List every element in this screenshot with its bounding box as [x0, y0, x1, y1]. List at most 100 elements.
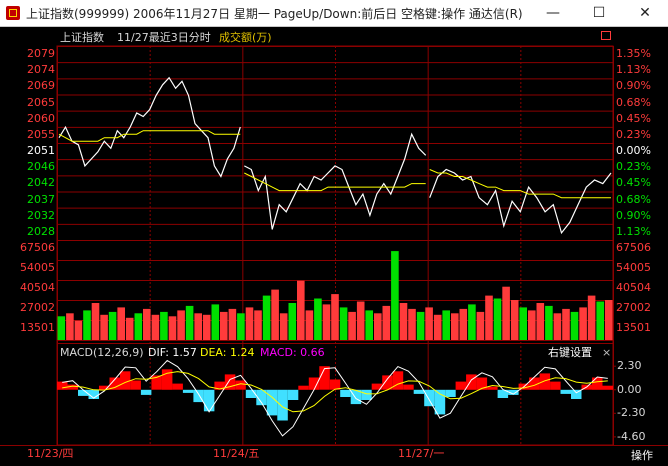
macd-histogram-bar [571, 389, 582, 399]
restore-icon[interactable] [601, 31, 611, 40]
macd-histogram-bar [193, 389, 204, 403]
macd-histogram-bar [319, 366, 330, 390]
volume-tick-label: 40504 [616, 281, 651, 294]
volume-bar [485, 295, 493, 340]
close-button[interactable]: ✕ [639, 5, 651, 21]
percent-tick-label: 0.90% [616, 208, 651, 222]
volume-bar [254, 310, 262, 340]
macd-histogram-bar [392, 371, 404, 390]
volume-bar [322, 304, 331, 340]
percent-tick-label: 0.90% [616, 79, 651, 93]
macd-histogram-bar [245, 389, 257, 398]
macd-dif-line [62, 359, 608, 437]
macd-histogram-bar [277, 389, 288, 421]
macd-histogram-bar [466, 374, 477, 390]
volume-bar [108, 311, 117, 340]
volume-bar [185, 305, 194, 340]
macd-tick-label: 0.00 [617, 382, 642, 396]
volume-bar [57, 316, 66, 340]
price-tick-label: 2028 [27, 224, 55, 238]
volume-bar [399, 303, 408, 340]
price-tick-label: 2079 [27, 47, 55, 61]
macd-dif: DIF: 1.57 [148, 346, 197, 359]
volume-bar [442, 310, 450, 340]
macd-tick-label: 2.30 [617, 359, 642, 373]
price-tick-label: 2065 [27, 95, 55, 109]
app-icon [6, 6, 20, 20]
macd-tick-label: -2.30 [617, 406, 646, 420]
macd-histogram-bar [140, 389, 152, 395]
minimize-button[interactable]: — [546, 5, 560, 21]
chart-panel[interactable]: 上证指数 11/27最近3日分时 成交额(万) 2079 2074 2069 2065… [0, 27, 668, 466]
volume-bar [553, 313, 562, 340]
macd-histogram-bar [350, 389, 362, 405]
macd-histogram-bar [476, 377, 488, 390]
macd-histogram-bar [88, 389, 99, 399]
window-titlebar: 上证指数(999999) 2006年11月27日 星期一 PageUp/Down… [0, 0, 668, 27]
macd-histogram-bar [161, 369, 173, 390]
volume-tick-label: 54005 [616, 261, 651, 274]
date-label-3: 11/27/一 [398, 447, 445, 460]
maximize-button[interactable]: ☐ [592, 5, 606, 21]
macd-histogram-bar [266, 389, 278, 416]
volume-tick-label: 13501 [616, 321, 651, 334]
volume-bar [374, 313, 382, 340]
volume-bar [305, 310, 314, 340]
price-tick-label: 2074 [27, 63, 55, 77]
macd-histogram-bar [529, 377, 540, 390]
macd-histogram-bar [308, 377, 320, 390]
indicator-close-button[interactable]: × [602, 346, 612, 359]
volume-bar [211, 304, 220, 340]
percent-tick-label: 1.13% [616, 224, 651, 238]
volume-bar [451, 313, 459, 340]
macd-histogram-bar [151, 375, 162, 390]
volume-tick-label: 13501 [20, 321, 55, 334]
percent-tick-label: 0.45% [616, 111, 651, 125]
volume-bar [194, 313, 202, 340]
price-line [429, 168, 612, 235]
macd-histogram-bar [602, 385, 613, 390]
volume-bar [297, 280, 305, 340]
percent-tick-label: 0.68% [616, 192, 651, 206]
price-tick-label: 2032 [27, 208, 55, 222]
volume-bar [587, 295, 596, 340]
volume-bar [433, 314, 442, 340]
average-price-line [244, 172, 426, 192]
macd-histogram-bar [109, 377, 120, 390]
price-tick-label: 2051 [27, 144, 55, 158]
price-tick-label: 2055 [27, 127, 55, 141]
price-tick-label: 2042 [27, 176, 55, 190]
volume-bar [596, 301, 604, 340]
macd-histogram-bar [340, 389, 351, 397]
indicator-settings-link[interactable]: 右键设置 [548, 346, 592, 359]
volume-bar [476, 311, 485, 340]
macd-histogram-bar [560, 389, 571, 394]
price-tick-label: 2037 [27, 192, 55, 206]
volume-bar [100, 314, 108, 340]
macd-histogram-bar [487, 386, 498, 390]
volume-bar [245, 307, 254, 340]
volume-tick-label: 54005 [20, 261, 55, 274]
percent-tick-label: 0.23% [616, 160, 651, 174]
macd-histogram-bar [78, 389, 89, 396]
volume-bar [262, 295, 271, 340]
volume-bar [331, 294, 339, 340]
operate-button[interactable]: 操作 [622, 447, 662, 464]
volume-bar [493, 298, 502, 340]
percent-tick-label: 1.35% [616, 47, 651, 61]
macd-histogram-bar [497, 389, 509, 398]
macd-histogram-bar [413, 389, 425, 394]
volume-bar [314, 298, 322, 340]
volume-tick-label: 27002 [616, 301, 651, 314]
macd-histogram-bar [508, 389, 519, 395]
average-price-line [429, 169, 611, 199]
chart-svg[interactable] [0, 27, 668, 466]
macd-histogram-bar [539, 373, 551, 390]
macd-tick-label: -4.60 [617, 429, 646, 443]
volume-bar [604, 300, 613, 340]
volume-bar [562, 308, 570, 340]
macd-histogram-bar [445, 389, 456, 397]
percent-tick-label: 0.45% [616, 176, 651, 190]
volume-bar [117, 307, 125, 340]
macd-histogram-bar [371, 383, 383, 390]
